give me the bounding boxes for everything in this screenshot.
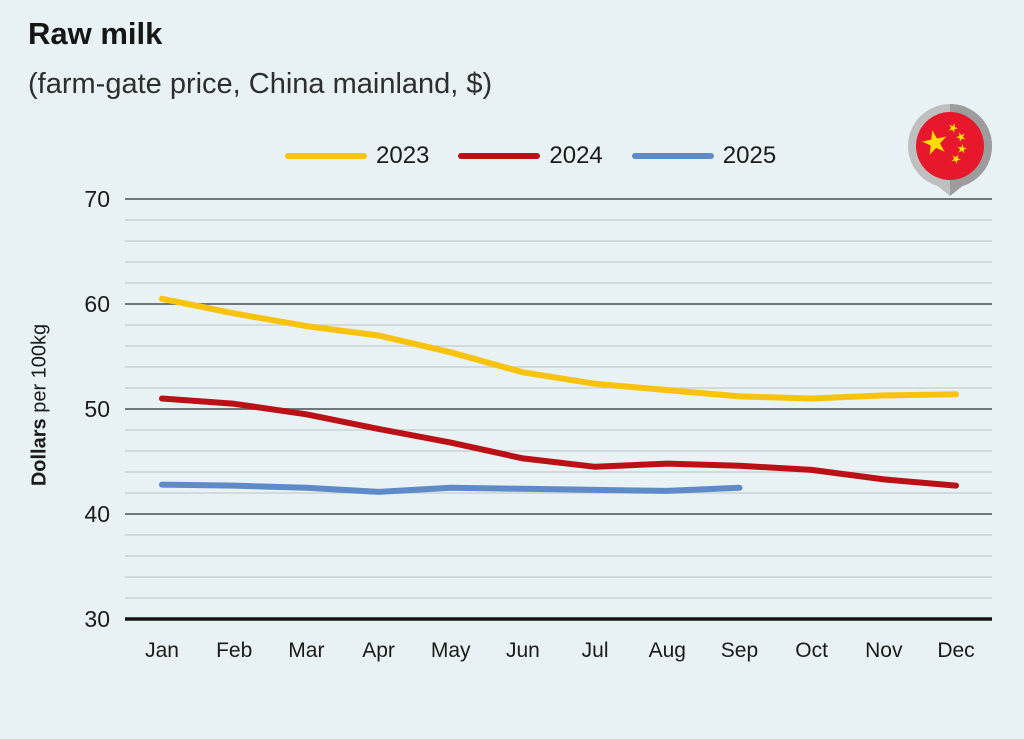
china-flag-location-pin-icon xyxy=(908,104,992,196)
legend: 2023 2024 2025 xyxy=(285,142,776,170)
series-line-2025 xyxy=(159,481,743,495)
series-line-2023 xyxy=(159,295,959,402)
legend-swatch-2024-icon xyxy=(458,153,541,159)
x-tick-label-Oct: Oct xyxy=(795,639,828,662)
x-tick-label-Feb: Feb xyxy=(216,639,253,662)
chart-title: Raw milk xyxy=(28,16,163,51)
x-tick-label-Mar: Mar xyxy=(288,639,325,662)
x-tick-label-Aug: Aug xyxy=(648,639,686,662)
x-tick-label-May: May xyxy=(430,639,471,662)
chart-subtitle: (farm-gate price, China mainland, $) xyxy=(28,68,493,100)
y-tick-label-40: 40 xyxy=(84,501,110,527)
x-tick-label-Nov: Nov xyxy=(865,639,903,662)
legend-swatch-2025-icon xyxy=(631,153,714,159)
legend-label-2024: 2024 xyxy=(549,142,603,169)
legend-label-2025: 2025 xyxy=(722,142,777,169)
legend-item-2024: 2024 xyxy=(458,142,603,170)
legend-item-2025: 2025 xyxy=(631,142,777,170)
y-tick-label-50: 50 xyxy=(84,396,110,422)
x-tick-label-Apr: Apr xyxy=(362,639,395,662)
legend-label-2023: 2023 xyxy=(376,142,430,169)
series-line-2024 xyxy=(159,395,959,489)
x-tick-label-Jan: Jan xyxy=(145,639,179,662)
legend-item-2023: 2023 xyxy=(285,142,429,170)
x-tick-label-Sep: Sep xyxy=(720,639,759,662)
legend-swatch-2023-icon xyxy=(285,153,367,159)
x-tick-label-Jul: Jul xyxy=(581,639,609,662)
china-flag xyxy=(916,112,984,180)
y-tick-label-30: 30 xyxy=(84,606,110,632)
y-tick-label-70: 70 xyxy=(84,186,110,212)
x-tick-label-Jun: Jun xyxy=(505,639,540,662)
y-tick-label-60: 60 xyxy=(84,291,110,317)
x-tick-label-Dec: Dec xyxy=(937,639,975,662)
